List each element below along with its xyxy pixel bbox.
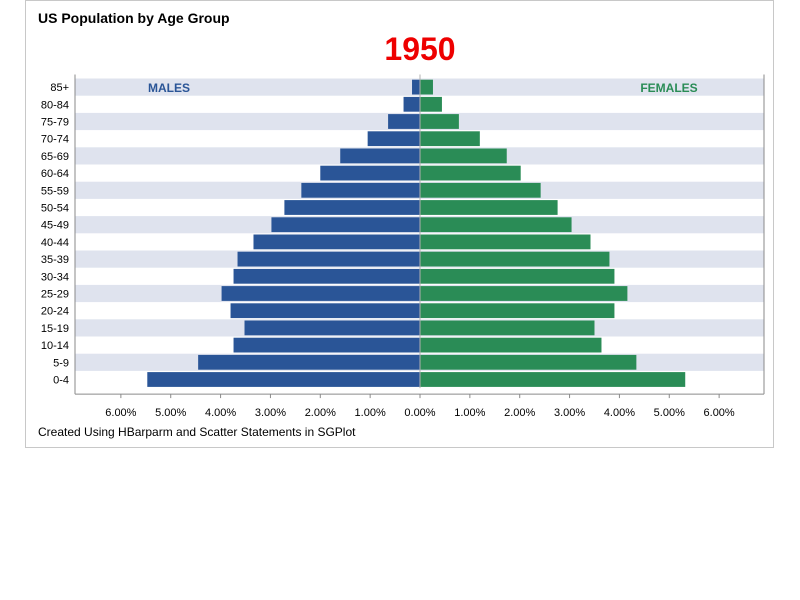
x-tick-label: 4.00% — [604, 407, 635, 419]
female-bar — [420, 131, 480, 147]
female-bar — [420, 372, 686, 387]
y-tick-label: 10-14 — [41, 340, 69, 352]
male-bar — [233, 268, 420, 284]
female-bar — [420, 251, 610, 267]
female-bar — [420, 96, 442, 112]
female-bar — [420, 79, 433, 95]
y-tick-labels: 85+ 80-84 75-79 70-74 65-69 60-64 55-59 50-54 45… — [41, 82, 69, 386]
y-tick-label: 35-39 — [41, 254, 69, 266]
male-bar — [237, 251, 420, 267]
y-tick-label: 65-69 — [41, 151, 69, 163]
male-bar — [233, 337, 420, 353]
y-tick-label: 5-9 — [53, 357, 69, 369]
chart-title: US Population by Age Group — [38, 10, 230, 26]
y-tick-label: 30-34 — [41, 271, 69, 283]
y-tick-label: 50-54 — [41, 203, 69, 215]
y-tick-label: 85+ — [50, 82, 69, 94]
females-legend-label: FEMALES — [640, 81, 697, 95]
y-tick-label: 55-59 — [41, 185, 69, 197]
female-bar — [420, 148, 507, 164]
female-bar — [420, 182, 541, 198]
male-bar — [388, 114, 420, 129]
x-tick-label: 6.00% — [105, 407, 136, 419]
male-bar — [284, 200, 420, 215]
y-tick-label: 60-64 — [41, 168, 69, 180]
male-bar — [403, 96, 420, 112]
y-tick-label: 45-49 — [41, 220, 69, 232]
x-tick-label: 6.00% — [704, 407, 735, 419]
x-tick-label: 3.00% — [255, 407, 286, 419]
x-tick-labels: 6.00% 5.00% 4.00% 3.00% 2.00% 1.00% 0.00% 1.00%… — [105, 407, 735, 419]
bars — [147, 79, 686, 387]
female-bar — [420, 320, 595, 336]
male-bar — [367, 131, 420, 147]
male-bar — [221, 286, 420, 301]
female-bar — [420, 217, 572, 233]
y-tick-label: 20-24 — [41, 306, 69, 318]
x-tick-label: 1.00% — [454, 407, 485, 419]
y-tick-label: 15-19 — [41, 323, 69, 335]
year-label: 1950 — [384, 31, 455, 67]
female-bar — [420, 200, 558, 215]
male-bar — [271, 217, 420, 233]
y-tick-label: 25-29 — [41, 289, 69, 301]
female-bar — [420, 234, 591, 250]
female-bar — [420, 354, 637, 370]
x-tick-label: 0.00% — [404, 407, 435, 419]
female-bar — [420, 303, 615, 319]
male-bar — [340, 148, 420, 164]
axes — [74, 74, 765, 399]
x-tick-label: 5.00% — [155, 407, 186, 419]
x-tick-label: 2.00% — [305, 407, 336, 419]
female-bar — [420, 165, 521, 181]
y-tick-label: 40-44 — [41, 237, 69, 249]
male-bar — [244, 320, 420, 336]
chart-footnote: Created Using HBarparm and Scatter State… — [38, 425, 356, 439]
y-tick-label: 80-84 — [41, 99, 69, 111]
y-tick-label: 0-4 — [53, 375, 69, 387]
x-tick-label: 5.00% — [654, 407, 685, 419]
y-tick-label: 70-74 — [41, 134, 69, 146]
x-tick-label: 4.00% — [205, 407, 236, 419]
female-bar — [420, 337, 602, 353]
x-tick-label: 3.00% — [554, 407, 585, 419]
male-bar — [320, 165, 420, 181]
male-bar — [198, 354, 420, 370]
male-bar — [412, 79, 420, 95]
male-bar — [301, 182, 420, 198]
x-tick-label: 2.00% — [504, 407, 535, 419]
female-bar — [420, 286, 628, 301]
female-bar — [420, 268, 615, 284]
x-tick-label: 1.00% — [355, 407, 386, 419]
male-bar — [253, 234, 420, 250]
male-bar — [147, 372, 420, 387]
male-bar — [230, 303, 420, 319]
y-tick-label: 75-79 — [41, 117, 69, 129]
female-bar — [420, 114, 459, 129]
males-legend-label: MALES — [148, 81, 190, 95]
